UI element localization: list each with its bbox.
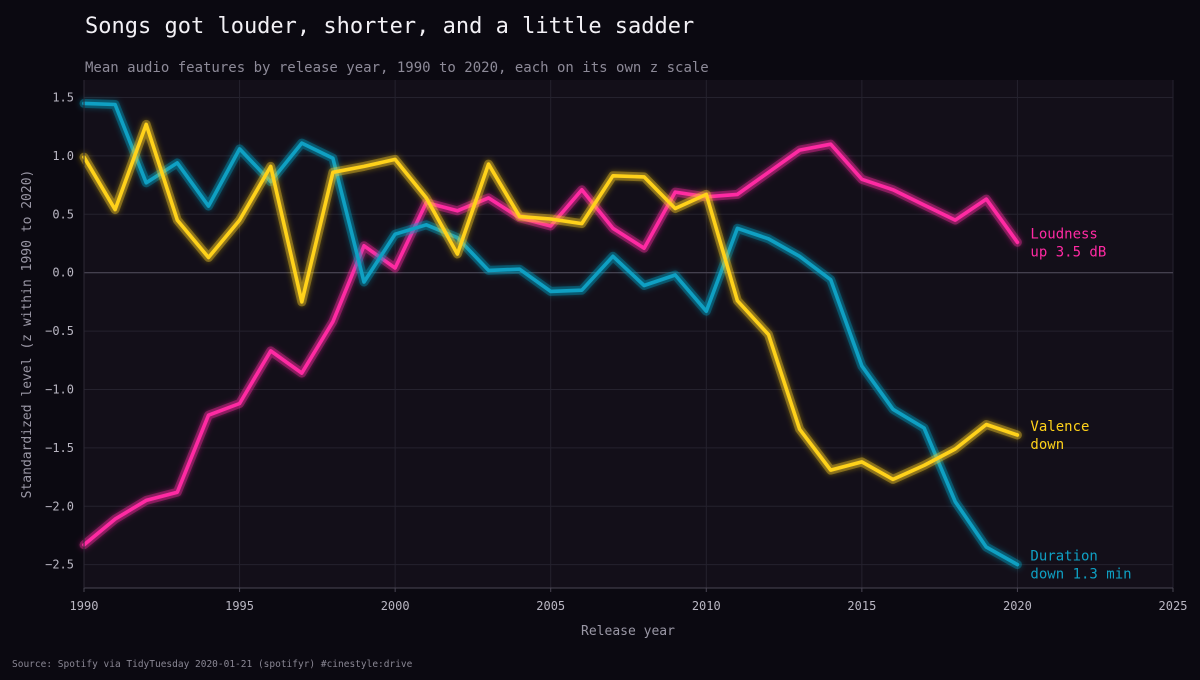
source-note: Source: Spotify via TidyTuesday 2020-01-… <box>12 659 413 670</box>
x-tick-label: 1990 <box>70 599 99 613</box>
series-annotation: Duration down 1.3 min <box>1030 549 1131 583</box>
y-tick-label: 1.0 <box>52 149 74 163</box>
tick-labels: 1.5 1.0 0.5 0.0 −0.5 −1.0 −1.5 −2.0 −2.5 1990 1995… <box>45 91 1187 613</box>
x-tick-label: 2020 <box>1003 599 1032 613</box>
y-tick-label: −2.0 <box>45 499 74 513</box>
annotation-line: down 1.3 min <box>1030 567 1131 583</box>
x-tick-label: 2000 <box>381 599 410 613</box>
series-lines <box>79 98 1022 570</box>
annotation-line: Loudness <box>1030 226 1097 242</box>
y-tick-label: −1.0 <box>45 382 74 396</box>
x-tick-label: 2015 <box>847 599 876 613</box>
series-line <box>82 122 1020 482</box>
series-line <box>82 101 1020 567</box>
y-tick-label: 0.5 <box>52 207 74 221</box>
x-tick-label: 2010 <box>692 599 721 613</box>
y-tick-label: 0.0 <box>52 266 74 280</box>
series-annotation: Valence down <box>1030 419 1089 453</box>
annotation-line: up 3.5 dB <box>1030 244 1106 260</box>
annotation-line: down <box>1030 437 1064 453</box>
series-annotation: Loudness up 3.5 dB <box>1030 226 1106 260</box>
y-tick-label: −1.5 <box>45 441 74 455</box>
x-tick-label: 2005 <box>536 599 565 613</box>
chart-subtitle: Mean audio features by release year, 199… <box>85 60 709 76</box>
y-axis-label: Standardized level (z within 1990 to 202… <box>20 170 35 499</box>
x-tick-label: 1995 <box>225 599 254 613</box>
y-tick-label: −2.5 <box>45 558 74 572</box>
x-axis-label: Release year <box>581 624 675 639</box>
annotation-line: Valence <box>1030 419 1089 435</box>
plot-panel <box>84 80 1173 588</box>
annotation-line: Duration <box>1030 549 1097 565</box>
y-tick-label: −0.5 <box>45 324 74 338</box>
series-line <box>82 142 1020 547</box>
chart-title: Songs got louder, shorter, and a little … <box>85 14 694 39</box>
x-tick-label: 2025 <box>1159 599 1188 613</box>
series-annotations: Loudness up 3.5 dB Duration down 1.3 min Val… <box>1030 226 1131 582</box>
y-tick-label: 1.5 <box>52 91 74 105</box>
